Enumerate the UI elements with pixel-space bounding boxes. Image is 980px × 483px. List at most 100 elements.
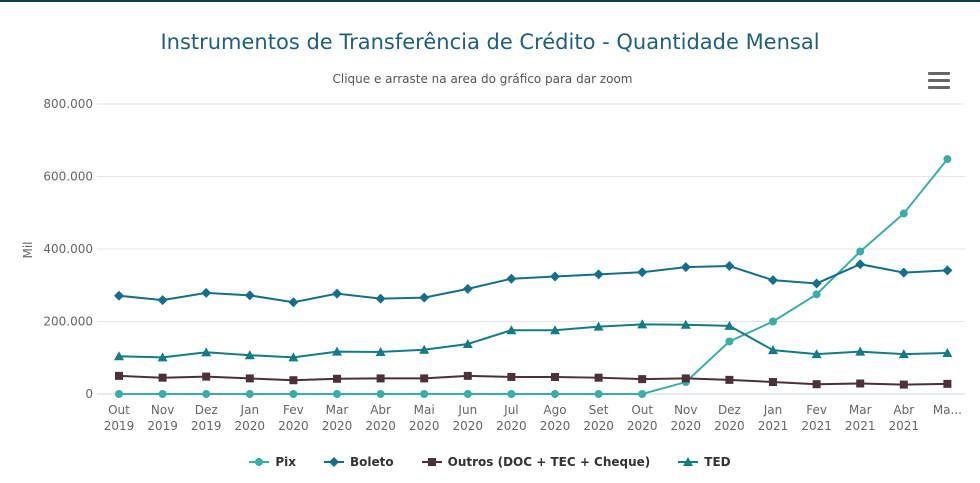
- data-point[interactable]: [724, 320, 735, 330]
- data-point[interactable]: [855, 259, 866, 270]
- data-point[interactable]: [157, 295, 168, 306]
- data-point[interactable]: [507, 372, 516, 381]
- data-point[interactable]: [811, 349, 822, 359]
- data-point[interactable]: [376, 374, 385, 383]
- data-point[interactable]: [333, 374, 341, 383]
- data-point[interactable]: [551, 390, 559, 398]
- data-point[interactable]: [768, 275, 778, 286]
- x-axis: Out 2019 Nov 2019 Dez 2019 Jan 2020 Fev 2020 Mar 20…: [104, 403, 962, 433]
- data-point[interactable]: [725, 375, 734, 384]
- chart-subtitle: Clique e arraste na area do gráfico para…: [332, 72, 633, 86]
- data-point[interactable]: [115, 390, 123, 398]
- data-point[interactable]: [245, 374, 254, 383]
- data-point[interactable]: [420, 374, 429, 383]
- legend-item[interactable]: Boleto: [324, 455, 394, 469]
- data-point[interactable]: [375, 346, 386, 356]
- data-point[interactable]: [158, 373, 167, 382]
- data-point[interactable]: [507, 390, 516, 398]
- data-point[interactable]: [856, 247, 865, 256]
- data-point[interactable]: [375, 293, 386, 304]
- data-point[interactable]: [724, 261, 735, 272]
- data-point[interactable]: [289, 376, 298, 385]
- data-point[interactable]: [942, 348, 953, 358]
- data-point[interactable]: [462, 338, 473, 348]
- data-point[interactable]: [812, 290, 821, 299]
- data-point[interactable]: [419, 344, 430, 354]
- data-point[interactable]: [333, 390, 341, 398]
- y-tick-label: 800.000: [43, 97, 93, 111]
- data-point[interactable]: [856, 379, 865, 388]
- data-point[interactable]: [942, 265, 953, 276]
- data-point[interactable]: [201, 287, 212, 298]
- legend-marker[interactable]: [427, 458, 436, 466]
- legend-item[interactable]: TED: [678, 455, 731, 469]
- x-tick-month: Jan: [240, 403, 260, 417]
- data-point[interactable]: [463, 390, 472, 398]
- data-point[interactable]: [550, 325, 560, 335]
- data-point[interactable]: [725, 337, 734, 346]
- data-point[interactable]: [506, 273, 517, 284]
- data-point[interactable]: [769, 317, 777, 326]
- data-point[interactable]: [244, 350, 255, 360]
- legend-marker[interactable]: [255, 458, 264, 466]
- legend-symbol: [324, 457, 344, 467]
- data-point[interactable]: [768, 345, 778, 355]
- x-tick-year: 2019: [191, 419, 222, 433]
- legend-marker[interactable]: [683, 457, 694, 466]
- x-tick-month: Fev: [806, 403, 827, 417]
- data-point[interactable]: [506, 325, 517, 335]
- data-point[interactable]: [376, 390, 385, 398]
- data-point[interactable]: [551, 372, 559, 381]
- data-point[interactable]: [637, 319, 648, 329]
- data-point[interactable]: [594, 390, 603, 398]
- data-point[interactable]: [637, 267, 648, 278]
- data-point[interactable]: [812, 380, 821, 389]
- data-point[interactable]: [419, 292, 430, 303]
- legend-item[interactable]: Outros (DOC + TEC + Cheque): [421, 455, 650, 469]
- data-point[interactable]: [680, 262, 691, 273]
- data-point[interactable]: [593, 321, 604, 331]
- data-point[interactable]: [202, 390, 211, 398]
- data-point[interactable]: [681, 374, 690, 383]
- legend-item[interactable]: Pix: [249, 455, 296, 469]
- data-point[interactable]: [898, 267, 909, 278]
- data-point[interactable]: [943, 155, 952, 164]
- data-point[interactable]: [593, 269, 604, 280]
- data-point[interactable]: [114, 290, 124, 301]
- data-point[interactable]: [898, 349, 909, 359]
- data-point[interactable]: [855, 346, 866, 356]
- data-point[interactable]: [244, 290, 255, 301]
- data-point[interactable]: [638, 390, 647, 398]
- data-point[interactable]: [157, 352, 168, 362]
- data-point[interactable]: [201, 347, 212, 357]
- data-point[interactable]: [420, 390, 429, 398]
- data-point[interactable]: [899, 209, 908, 218]
- data-point[interactable]: [245, 390, 254, 398]
- data-point[interactable]: [769, 378, 777, 387]
- data-point[interactable]: [289, 390, 298, 398]
- legend-marker[interactable]: [329, 457, 339, 467]
- data-point[interactable]: [594, 373, 603, 382]
- data-point[interactable]: [462, 283, 473, 294]
- data-point[interactable]: [288, 352, 299, 362]
- data-point[interactable]: [332, 346, 342, 356]
- data-point[interactable]: [332, 288, 342, 299]
- data-point[interactable]: [288, 297, 299, 308]
- data-point[interactable]: [899, 380, 908, 389]
- data-point[interactable]: [680, 319, 691, 329]
- data-point[interactable]: [463, 371, 472, 380]
- data-point[interactable]: [202, 372, 211, 381]
- data-point[interactable]: [158, 390, 167, 398]
- data-point[interactable]: [115, 371, 123, 380]
- series-group: [114, 155, 953, 398]
- hamburger-menu-icon[interactable]: [928, 72, 950, 90]
- x-tick-year: 2020: [453, 419, 484, 433]
- x-tick-month: Jun: [457, 403, 477, 417]
- data-point[interactable]: [943, 379, 952, 388]
- series-1: [114, 259, 953, 308]
- data-point[interactable]: [114, 351, 124, 361]
- data-point[interactable]: [638, 375, 647, 384]
- data-point[interactable]: [550, 271, 560, 282]
- data-point[interactable]: [811, 278, 822, 289]
